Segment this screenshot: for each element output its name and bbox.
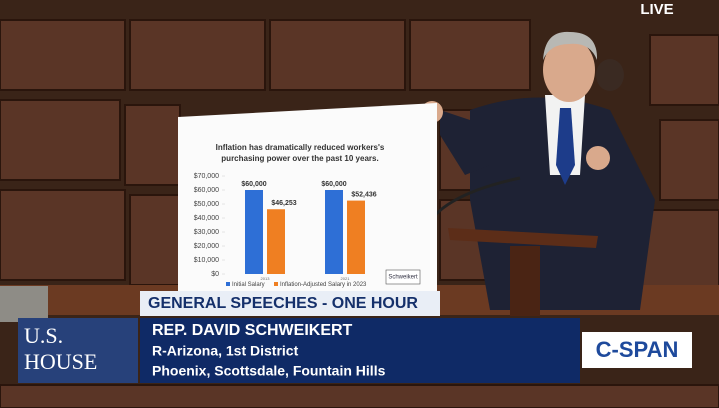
legend-label: Initial Salary [232,282,265,288]
y-tick-label: $10,000 [194,257,219,264]
poster [178,103,437,292]
legend-swatch [274,282,278,286]
network: C-SPAN [596,337,679,362]
poster-logo-box [385,269,421,285]
y-tick-label: $70,000 [194,173,219,180]
bar [347,200,365,274]
value-label: $60,000 [241,181,266,188]
name-box [140,318,580,383]
program: GENERAL SPEECHES - ONE HOUR [148,295,418,312]
laptop [0,286,48,322]
district: R-Arizona, 1st District [152,343,299,359]
program-bar [140,291,440,316]
value-label: $46,253 [271,200,296,207]
legend-swatch [226,282,230,286]
live: LIVE [640,1,673,18]
locality: Phoenix, Scottsdale, Fountain Hills [152,363,386,379]
bar [325,190,343,274]
poster-chart: $0 $10,000 $20,000 $30,000 $40,000 $50,000 $60… [194,173,377,288]
speaker-name: REP. DAVID SCHWEIKERT [152,322,353,339]
network-logo [582,332,692,368]
staffer [596,59,624,91]
y-tick-label: $40,000 [194,215,219,222]
poster-logo: Schweikert [388,275,418,281]
y-tick-label: $20,000 [194,243,219,250]
value-label: $52,436 [351,191,376,198]
lectern [448,228,598,248]
speaker-tie [556,108,575,185]
legend-label: Inflation-Adjusted Salary in 2023 [280,282,367,288]
y-tick-label: $60,000 [194,187,219,194]
speaker-hand [586,146,610,170]
house-line: U.S. [24,323,63,348]
house-line: HOUSE [24,349,97,374]
value-label: $60,000 [321,181,346,188]
house-box [18,318,138,383]
speaker-arm [440,110,490,175]
y-tick-label: $50,000 [194,201,219,208]
x-tick-label: 2013 [261,276,271,281]
bar [267,209,285,274]
bar [245,190,263,274]
poster-title: Inflation has dramatically reduced worke… [215,143,385,163]
x-tick-label: 2021 [341,276,351,281]
y-tick-label: $0 [211,271,219,278]
y-tick-label: $30,000 [194,229,219,236]
lectern-post [510,246,540,316]
speaker-head [543,38,595,102]
speaker-hair [543,31,598,60]
